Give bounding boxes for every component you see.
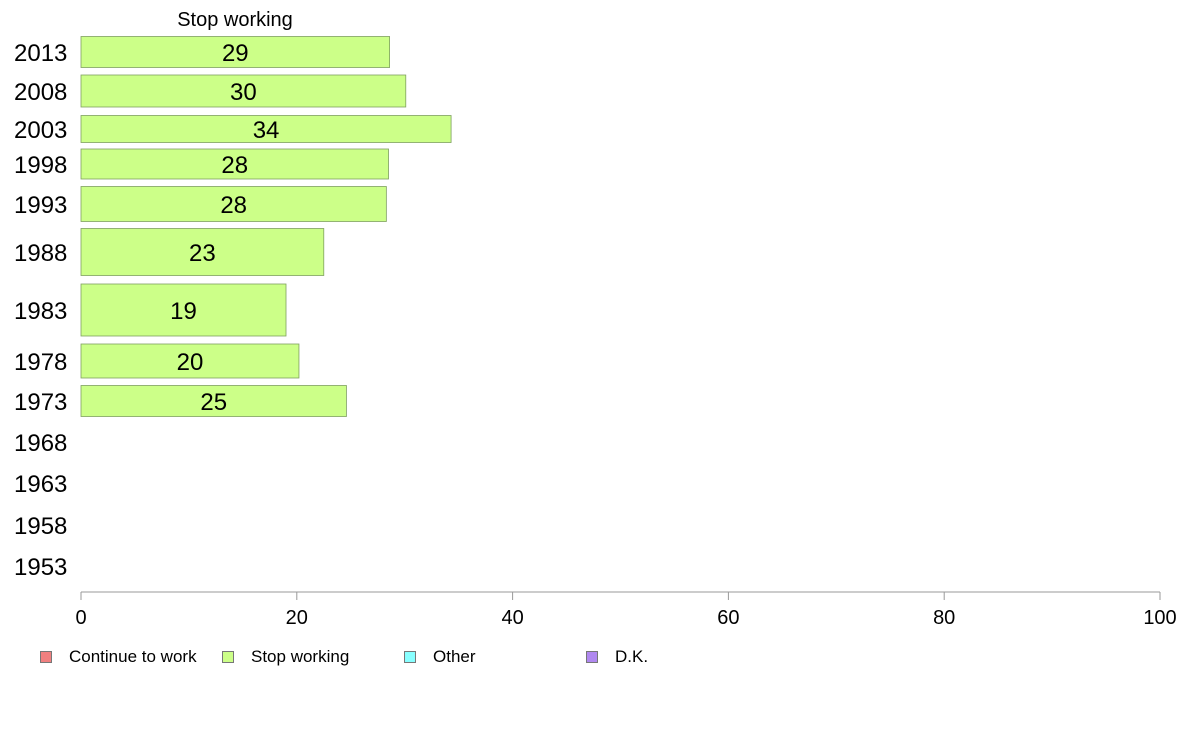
category-label-1993: 1993	[14, 192, 67, 219]
bar-value-label-2008: 30	[230, 79, 257, 106]
bar-1998	[80, 148, 389, 180]
legend-label: D.K.	[615, 647, 649, 666]
category-label-1983: 1983	[14, 298, 67, 325]
chart-title: Stop working	[177, 9, 293, 31]
bar-value-label-1973: 25	[200, 389, 227, 416]
legend-item: Stop working	[222, 646, 349, 668]
category-label-1963: 1963	[14, 471, 67, 498]
x-axis: 0 20 40 60 80 100	[75, 591, 1177, 629]
category-label-1968: 1968	[14, 430, 67, 457]
bar-2003	[80, 115, 452, 143]
bar-1988	[80, 228, 325, 276]
legend-swatch	[222, 651, 234, 663]
category-label-1978: 1978	[14, 349, 67, 376]
category-label-2013: 2013	[14, 40, 67, 67]
category-label-2003: 2003	[14, 117, 67, 144]
bar-2008	[80, 74, 407, 108]
legend-item: Continue to work	[40, 646, 197, 668]
legend-swatch	[586, 651, 598, 663]
bar-2013	[80, 36, 390, 68]
category-label-1998: 1998	[14, 152, 67, 179]
x-tick-label-60: 60	[717, 607, 739, 629]
bar-value-label-1983: 19	[170, 298, 197, 325]
bar-1978	[80, 343, 300, 379]
bar-1993	[80, 186, 387, 222]
legend-label: Continue to work	[69, 647, 197, 666]
bar-1973	[80, 385, 347, 417]
x-tick-label-20: 20	[286, 607, 308, 629]
legend-label: Stop working	[251, 647, 350, 666]
legend-item: D.K.	[586, 646, 648, 668]
category-label-1958: 1958	[14, 513, 67, 540]
category-labels: 2013 2008 2003 1998 1993 1988 1983 1978 1973 1968…	[14, 40, 67, 581]
legend: Continue to work Stop working Other D.K.	[40, 646, 740, 670]
legend-swatch	[404, 651, 416, 663]
legend-label: Other	[433, 647, 476, 666]
legend-item: Other	[404, 646, 476, 668]
legend-swatch	[40, 651, 52, 663]
bar-value-label-2013: 29	[222, 40, 249, 67]
bar-value-label-1993: 28	[220, 192, 247, 219]
category-label-1973: 1973	[14, 389, 67, 416]
category-label-1953: 1953	[14, 554, 67, 581]
bar-value-label-1998: 28	[221, 152, 248, 179]
x-tick-label-40: 40	[501, 607, 523, 629]
bar-value-label-1978: 20	[177, 349, 204, 376]
bar-1983	[80, 283, 287, 337]
bar-value-label-2003: 34	[253, 117, 280, 144]
category-label-1988: 1988	[14, 240, 67, 267]
x-tick-label-80: 80	[933, 607, 955, 629]
category-label-2008: 2008	[14, 79, 67, 106]
x-tick-label-100: 100	[1143, 607, 1176, 629]
x-tick-label-0: 0	[75, 607, 86, 629]
bar-value-label-1988: 23	[189, 240, 216, 267]
